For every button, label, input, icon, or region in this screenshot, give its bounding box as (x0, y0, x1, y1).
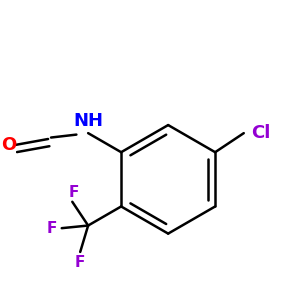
Text: O: O (1, 136, 16, 154)
Text: NH: NH (73, 112, 103, 130)
Text: F: F (75, 255, 86, 270)
Text: F: F (69, 185, 79, 200)
Text: Cl: Cl (251, 124, 271, 142)
Text: F: F (47, 221, 57, 236)
